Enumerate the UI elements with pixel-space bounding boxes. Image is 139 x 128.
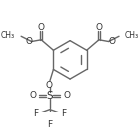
Text: O: O xyxy=(63,91,70,100)
Text: O: O xyxy=(95,23,102,32)
Text: F: F xyxy=(33,109,39,119)
Text: O: O xyxy=(30,91,37,100)
Text: O: O xyxy=(38,23,45,32)
Text: S: S xyxy=(47,91,53,101)
Text: O: O xyxy=(46,81,53,90)
Text: F: F xyxy=(61,109,66,119)
Text: O: O xyxy=(108,37,115,46)
Text: F: F xyxy=(47,120,53,128)
Text: CH₃: CH₃ xyxy=(125,31,139,40)
Text: O: O xyxy=(25,37,32,46)
Text: CH₃: CH₃ xyxy=(1,31,15,40)
